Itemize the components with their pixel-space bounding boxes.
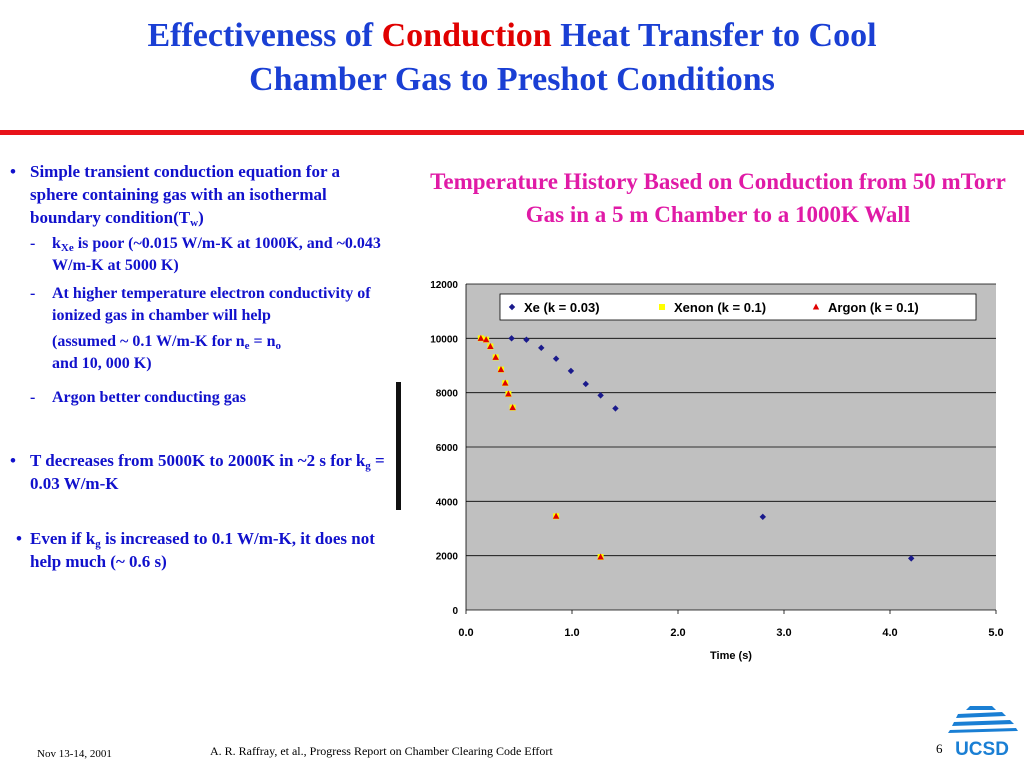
legend-marker-triangle	[812, 303, 820, 310]
legend: Xe (k = 0.03) Xenon (k = 0.1) Argon (k = 0…	[499, 293, 977, 321]
bullet-dot: •	[10, 162, 16, 181]
data-point-triangle	[482, 336, 490, 343]
note-subscript-e: e	[244, 340, 250, 352]
sub-bullet-dash: -	[30, 235, 36, 252]
x-tick-label: 2.0	[670, 627, 685, 639]
bullet-dot: •	[16, 529, 22, 548]
temperature-chart: 0 2000 4000 6000 8000 10000 12000 0.0 1.0 2.0 3.0 4…	[396, 262, 1024, 672]
y-tick-label: 12000	[430, 280, 458, 291]
axis-ticks: 0 2000 4000 6000 8000 10000 12000 0.0 1.0 2.0 3.0 4…	[430, 280, 1003, 639]
bullet-list: • Simple transient conduction equation f…	[10, 160, 388, 573]
bullet-2: • T decreases from 5000K to 2000K in ~2 …	[10, 449, 388, 495]
bullet-dot: •	[10, 451, 16, 470]
slide-title: Effectiveness of Conduction Heat Transfe…	[0, 14, 1024, 102]
data-point-diamond	[508, 335, 515, 342]
x-tick-label: 1.0	[564, 627, 579, 639]
data-point-diamond	[538, 344, 545, 352]
y-tick-label: 4000	[436, 497, 459, 508]
sub-bullet-3: - Argon better conducting gas	[10, 387, 388, 409]
legend-label: Xe (k = 0.03)	[524, 300, 600, 315]
axis-label-artifact	[396, 382, 401, 510]
page-number: 6	[936, 741, 943, 756]
title-line-2: Chamber Gas to Preshot Conditions	[249, 61, 775, 98]
bullet-1: • Simple transient conduction equation f…	[10, 160, 388, 229]
title-highlight: Conduction	[381, 17, 552, 54]
y-tick-label: 6000	[436, 443, 459, 454]
data-point-triangle	[509, 404, 516, 411]
x-tick-label: 5.0	[988, 627, 1003, 639]
legend-label: Argon (k = 0.1)	[828, 300, 919, 315]
bullet-1-text: Simple transient conduction equation for…	[30, 162, 340, 227]
x-tick-label: 3.0	[776, 627, 791, 639]
bullet-3: • Even if kg is increased to 0.1 W/m-K, …	[10, 527, 388, 573]
data-point-triangle	[505, 390, 512, 397]
bullet-1-end: )	[198, 208, 204, 227]
data-point-triangle	[552, 512, 560, 519]
sub-bullet-dash: -	[30, 285, 36, 302]
grid-lines	[465, 283, 997, 614]
footer-date: Nov 13-14, 2001	[37, 748, 112, 760]
chart-svg: 0 2000 4000 6000 8000 10000 12000 0.0 1.0 2.0 3.0 4…	[396, 280, 1004, 662]
bullet-3-text-b: is increased to 0.1 W/m-K, it does not h…	[30, 529, 375, 571]
note-part-c: and 10, 000 K)	[52, 355, 152, 372]
x-tick-label: 4.0	[882, 627, 897, 639]
data-point-triangle	[597, 553, 604, 560]
data-point-diamond	[567, 367, 575, 375]
y-tick-label: 2000	[436, 552, 459, 563]
note-part-a: (assumed ~ 0.1 W/m-K for n	[52, 333, 245, 350]
data-point-triangle	[502, 379, 509, 386]
title-part-1: Effectiveness of	[147, 17, 382, 54]
sub-bullet-2: - At higher temperature electron conduct…	[10, 283, 388, 327]
data-point-triangle	[497, 366, 505, 373]
title-line-1: Effectiveness of Conduction Heat Transfe…	[0, 14, 1024, 58]
data-point-triangle	[492, 353, 499, 360]
data-point-triangle	[487, 342, 494, 349]
legend-label: Xenon (k = 0.1)	[674, 300, 766, 315]
ucsd-logo-icon: UCSD	[948, 706, 1018, 760]
bullet-2-subscript: g	[365, 460, 371, 472]
ucsd-logo: UCSD	[944, 700, 1020, 760]
y-tick-label: 8000	[436, 389, 459, 400]
legend-marker-square	[659, 304, 665, 310]
sub-bullet-dash: -	[30, 389, 36, 406]
sub-bullet-1-text: is poor (~0.015 W/m-K at 1000K, and ~0.0…	[52, 235, 381, 274]
sub-bullet-3-text: Argon better conducting gas	[52, 389, 246, 406]
legend-box	[499, 293, 977, 321]
footer-citation: A. R. Raffray, et al., Progress Report o…	[210, 744, 553, 758]
data-point-diamond	[597, 392, 604, 399]
y-tick-label: 10000	[430, 334, 458, 345]
note-part-b: = n	[249, 333, 276, 350]
note-subscript-o: o	[275, 340, 282, 352]
title-part-2: Heat Transfer to Cool	[551, 17, 877, 54]
sub-bullet-2-note: (assumed ~ 0.1 W/m-K for ne = no and 10,…	[10, 331, 388, 375]
sub-bullet-1-subscript: Xe	[60, 242, 74, 254]
sub-bullet-1: - kXe is poor (~0.015 W/m-K at 1000K, an…	[10, 233, 388, 277]
bullet-2-text-b: = 0.03 W/m-K	[30, 451, 385, 493]
logo-text: UCSD	[955, 739, 1009, 760]
data-point-triangle	[477, 334, 485, 341]
sub-bullet-2-text: At higher temperature electron conductiv…	[52, 285, 371, 324]
bullet-3-subscript: g	[95, 538, 101, 550]
legend-marker-diamond	[508, 303, 516, 311]
bullet-3-text-a: Even if k	[30, 529, 96, 548]
x-axis-label: Time (s)	[710, 650, 752, 662]
bullet-2-text-a: T decreases from 5000K to 2000K in ~2 s …	[30, 451, 366, 470]
title-divider	[0, 130, 1024, 135]
sub-bullet-1-k: k	[52, 235, 61, 252]
chart-title: Temperature History Based on Conduction …	[430, 169, 1006, 227]
bullet-1-subscript: w	[190, 217, 199, 229]
x-tick-label: 0.0	[458, 627, 473, 639]
y-tick-label: 0	[452, 606, 458, 617]
legend-entries: Xe (k = 0.03) Xenon (k = 0.1) Argon (k = 0…	[508, 300, 919, 315]
